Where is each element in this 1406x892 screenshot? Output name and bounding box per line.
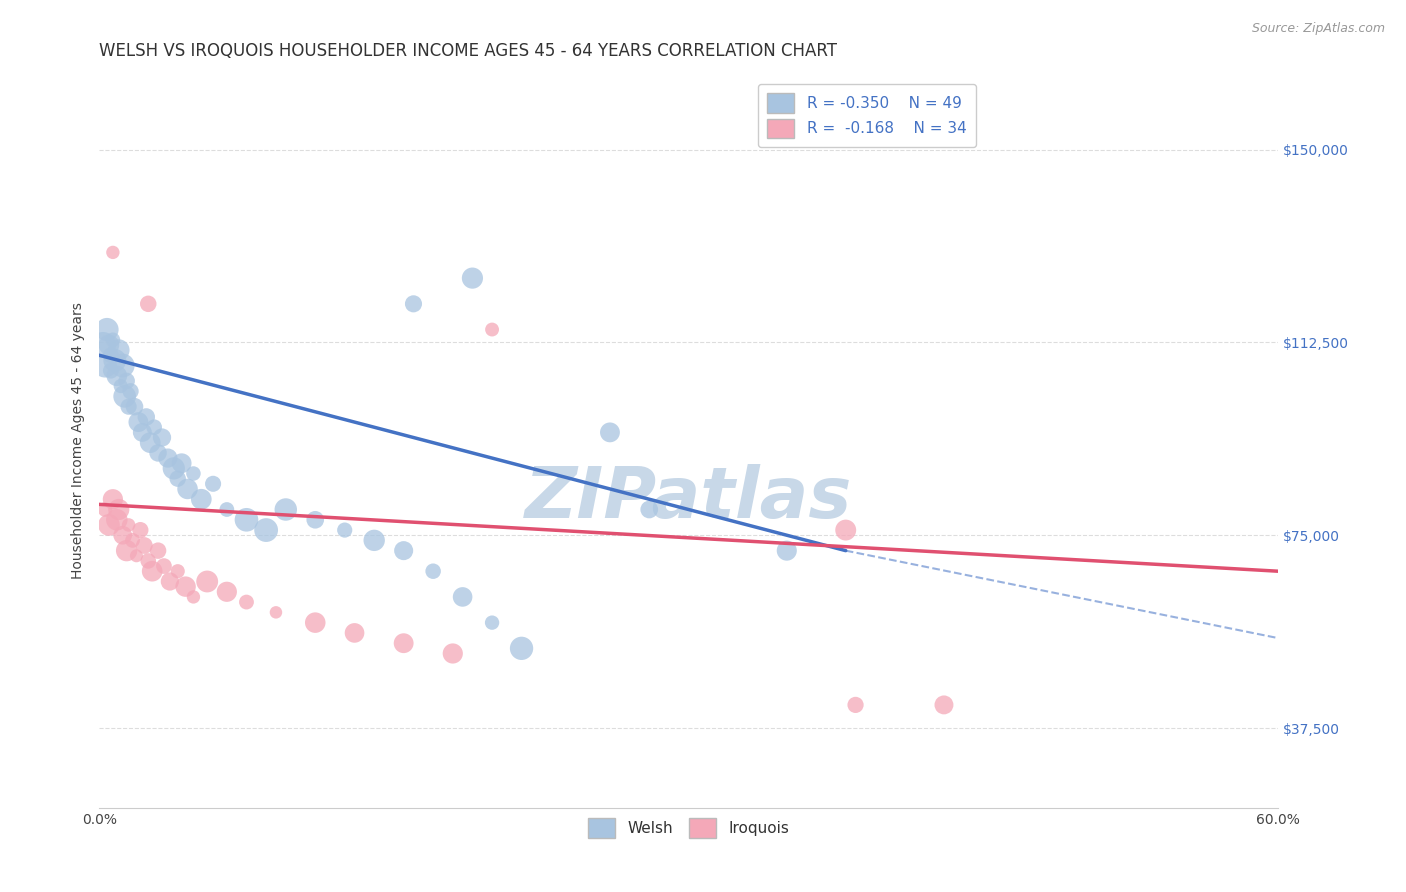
Point (202, 476, 225, 491)
Point (143, 420, 166, 434)
Point (638, 502, 661, 516)
Point (124, 400, 146, 414)
Point (114, 389, 136, 403)
Point (183, 590, 205, 604)
Point (91, 338, 114, 352)
Point (104, 353, 127, 368)
Point (215, 584, 238, 599)
Point (94, 502, 117, 516)
Point (96, 322, 118, 336)
Point (94, 359, 117, 373)
Legend: Welsh, Iroquois: Welsh, Iroquois (582, 813, 796, 844)
Point (107, 502, 129, 516)
Point (333, 523, 356, 537)
Point (117, 400, 139, 414)
Point (166, 564, 188, 578)
Point (141, 564, 163, 578)
Point (254, 523, 277, 537)
Point (156, 451, 179, 466)
Point (121, 533, 143, 548)
Point (136, 554, 159, 568)
Point (125, 549, 148, 563)
Point (135, 409, 157, 424)
Point (136, 297, 159, 311)
Point (183, 467, 205, 481)
Point (101, 333, 124, 347)
Point (274, 502, 297, 516)
Point (111, 359, 134, 373)
Point (190, 492, 212, 507)
Point (105, 513, 128, 527)
Point (134, 539, 156, 553)
Point (392, 636, 415, 650)
Text: ZIPatlas: ZIPatlas (524, 465, 852, 533)
Point (131, 425, 153, 440)
Point (422, 564, 444, 578)
Point (97, 338, 120, 352)
Point (163, 461, 186, 475)
Point (510, 641, 533, 656)
Point (120, 384, 142, 399)
Point (392, 543, 415, 558)
Point (129, 523, 152, 537)
Point (343, 626, 366, 640)
Point (844, 698, 866, 712)
Point (776, 543, 799, 558)
Point (599, 425, 621, 440)
Point (264, 605, 287, 619)
Text: WELSH VS IROQUOIS HOUSEHOLDER INCOME AGES 45 - 64 YEARS CORRELATION CHART: WELSH VS IROQUOIS HOUSEHOLDER INCOME AGE… (100, 42, 837, 60)
Point (110, 379, 132, 393)
Point (170, 456, 193, 470)
Point (174, 580, 197, 594)
Point (115, 543, 138, 558)
Point (195, 574, 218, 589)
Point (176, 482, 198, 496)
Point (115, 374, 138, 388)
Point (461, 271, 484, 285)
Point (441, 647, 464, 661)
Point (111, 528, 134, 542)
Point (235, 513, 257, 527)
Point (139, 435, 162, 450)
Point (451, 590, 474, 604)
Point (835, 523, 858, 537)
Text: Source: ZipAtlas.com: Source: ZipAtlas.com (1251, 22, 1385, 36)
Point (304, 513, 326, 527)
Point (146, 446, 169, 460)
Point (932, 698, 955, 712)
Point (166, 472, 188, 486)
Point (150, 430, 173, 444)
Point (101, 245, 124, 260)
Point (153, 559, 176, 574)
Point (100, 348, 122, 362)
Point (159, 574, 181, 589)
Point (363, 533, 385, 548)
Point (481, 322, 503, 336)
Point (105, 368, 128, 383)
Point (402, 297, 425, 311)
Point (146, 543, 169, 558)
Point (100, 364, 122, 378)
Point (127, 415, 149, 429)
Point (97, 517, 120, 532)
Point (215, 502, 238, 516)
Point (304, 615, 326, 630)
Point (235, 595, 257, 609)
Y-axis label: Householder Income Ages 45 - 64 years: Householder Income Ages 45 - 64 years (72, 301, 86, 579)
Point (107, 343, 129, 357)
Point (481, 615, 503, 630)
Point (101, 492, 124, 507)
Point (117, 517, 139, 532)
